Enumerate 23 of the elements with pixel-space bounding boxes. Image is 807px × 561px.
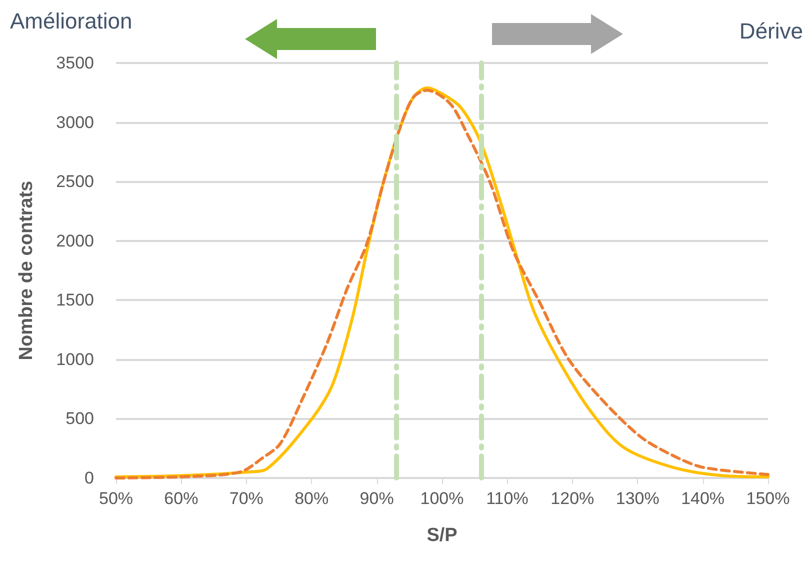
x-tick-label: 50% bbox=[98, 489, 134, 508]
y-tick-label: 500 bbox=[66, 409, 94, 428]
x-tick-label: 150% bbox=[746, 489, 790, 508]
y-tick-label: 2500 bbox=[56, 172, 94, 192]
x-axis-title: S/P bbox=[426, 525, 458, 546]
x-tick-label: 70% bbox=[229, 489, 264, 508]
text: Amélioration bbox=[10, 8, 132, 34]
x-tick-label: 130% bbox=[616, 489, 660, 508]
y-tick-label: 2000 bbox=[56, 231, 94, 250]
y-tick-label: 3500 bbox=[56, 54, 94, 72]
y-tick-label: 0 bbox=[84, 468, 94, 488]
x-tick-label: 110% bbox=[486, 489, 528, 508]
y-tick-label: 1500 bbox=[56, 290, 94, 310]
x-tick-label: 140% bbox=[681, 489, 725, 508]
text: Dérive bbox=[739, 18, 804, 44]
x-tick-label: 60% bbox=[164, 489, 198, 508]
y-axis-title: Nombre de contrats bbox=[16, 180, 37, 360]
y-tick-label: 3000 bbox=[56, 112, 94, 132]
x-tick-label: 100% bbox=[420, 489, 464, 508]
x-tick-label: 90% bbox=[360, 489, 394, 508]
y-tick-label: 1000 bbox=[56, 350, 94, 369]
x-tick-label: 80% bbox=[294, 489, 329, 508]
x-tick-label: 120% bbox=[550, 489, 594, 508]
